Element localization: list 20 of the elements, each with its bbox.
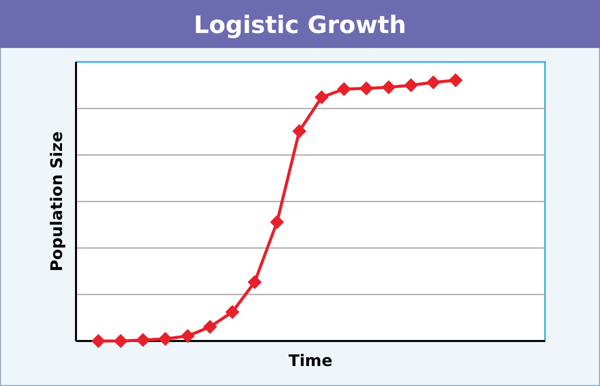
point [180, 329, 195, 344]
chart-title: Logistic Growth [194, 11, 406, 39]
point [203, 320, 217, 334]
point [248, 275, 262, 290]
x-axis-title: Time [288, 351, 333, 370]
point [136, 332, 150, 347]
point [359, 81, 374, 96]
point [337, 82, 351, 96]
point [91, 334, 106, 348]
point [448, 73, 463, 88]
point [314, 90, 329, 104]
point [225, 305, 240, 320]
point [270, 215, 284, 230]
point [292, 124, 306, 138]
point [158, 332, 172, 346]
y-axis-title: Population Size [47, 131, 66, 272]
point [382, 80, 396, 94]
point [404, 78, 418, 92]
point [426, 75, 440, 90]
point [114, 334, 128, 348]
